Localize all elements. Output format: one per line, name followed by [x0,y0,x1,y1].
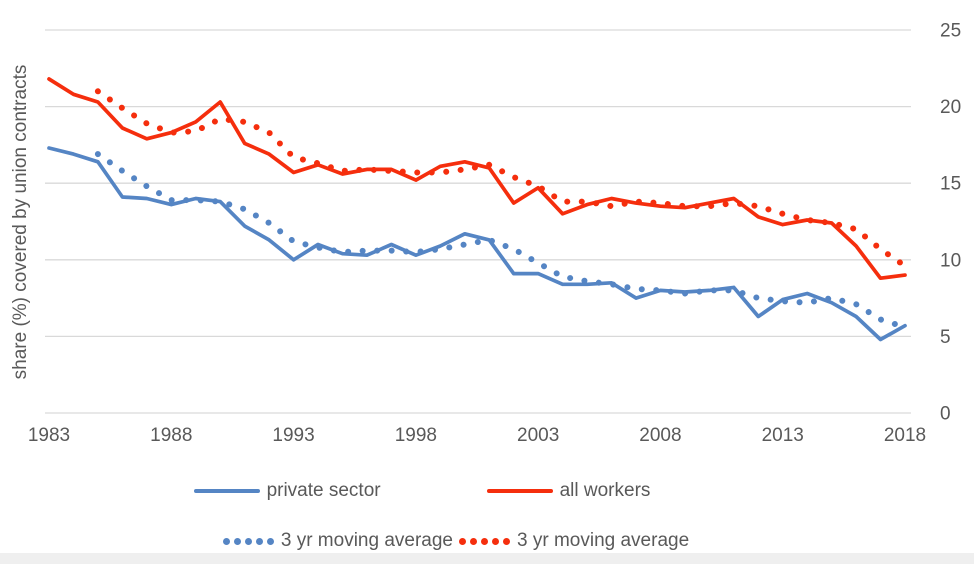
x-tick-label-1983: 1983 [28,425,70,446]
all-workers-moving-average-dots-swatch [459,537,510,545]
legend-label-private-sector: private sector [266,480,381,501]
legend-item-all-workers: all workers [486,479,651,503]
y-tick-label-5: 5 [940,327,951,348]
x-tick-label-2008: 2008 [639,425,681,446]
legend-item-all-workers-moving-average: 3 yr moving average [459,529,689,553]
x-tick-label-1988: 1988 [150,425,192,446]
plot-area: 0 5 10 15 20 25 1983 1988 1993 1998 2003 2008 2013 20… [28,20,961,446]
y-tick-label-15: 15 [940,174,961,195]
legend-item-private-sector: private sector [193,479,381,503]
y-tick-label-0: 0 [940,403,951,424]
y-tick-label-20: 20 [940,97,961,118]
series-dotted-2-3-yr-moving-average [94,151,908,331]
x-tick-label-2003: 2003 [517,425,559,446]
legend-item-private-moving-average: 3 yr moving average [222,529,453,553]
all-workers-line-swatch [486,489,553,493]
legend-label-all-workers-moving-average: 3 yr moving average [517,530,690,551]
bottom-strip [0,553,974,564]
y-tick-label-10: 10 [940,250,961,271]
series-1-all-workers [47,77,907,281]
legend-label-all-workers: all workers [559,480,651,501]
x-tick-label-1998: 1998 [395,425,437,446]
legend-row-2: 3 yr moving average 3 yr moving average [0,529,974,553]
x-tick-label-2013: 2013 [762,425,804,446]
y-tick-label-25: 25 [940,20,961,41]
x-tick-label-1993: 1993 [272,425,314,446]
series-0-private-sector [47,146,907,342]
x-tick-label-2018: 2018 [884,425,926,446]
private-sector-line-swatch [193,489,260,493]
legend-label-private-moving-average: 3 yr moving average [280,530,453,551]
legend-row-1: private sector all workers [0,479,974,503]
series-dotted-3-3-yr-moving-average [94,88,908,269]
private-moving-average-dots-swatch [222,537,274,545]
